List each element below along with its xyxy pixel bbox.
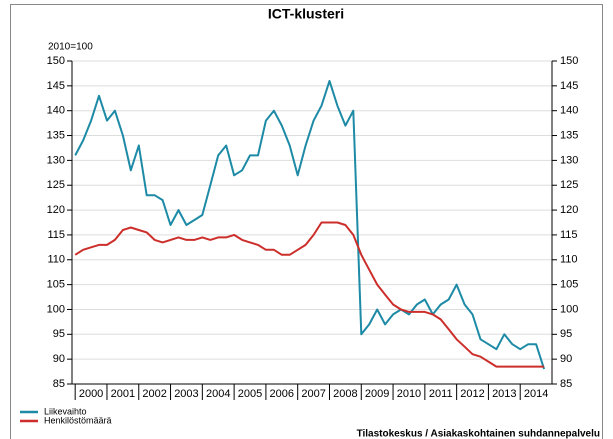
y2-tick-label: 130	[560, 154, 578, 166]
y-tick-label: 115	[47, 229, 65, 241]
y-tick-label: 145	[47, 80, 65, 92]
y-tick-label: 105	[47, 279, 65, 291]
x-tick-label: 2011	[429, 388, 453, 400]
x-tick-label: 2009	[365, 388, 389, 400]
y-tick-label: 120	[47, 204, 65, 216]
y-tick-label: 95	[53, 328, 65, 340]
y2-tick-label: 120	[560, 204, 578, 216]
y-tick-label: 140	[47, 105, 65, 117]
x-tick-label: 2001	[111, 388, 135, 400]
x-tick-label: 2000	[79, 388, 103, 400]
y-tick-label: 130	[47, 154, 65, 166]
y-tick-label: 150	[47, 55, 65, 67]
y2-tick-label: 150	[560, 55, 578, 67]
legend-label: Liikevaihto	[44, 406, 87, 416]
y2-tick-label: 105	[560, 279, 578, 291]
y-tick-label: 85	[53, 378, 65, 390]
y2-tick-label: 90	[560, 353, 572, 365]
y-tick-label: 125	[47, 179, 65, 191]
x-tick-label: 2010	[397, 388, 421, 400]
y-tick-label: 110	[47, 254, 65, 266]
y2-tick-label: 100	[560, 303, 578, 315]
y2-tick-label: 125	[560, 179, 578, 191]
x-tick-label: 2013	[492, 388, 516, 400]
y2-tick-label: 85	[560, 378, 572, 390]
x-tick-label: 2012	[460, 388, 484, 400]
x-tick-label: 2004	[206, 388, 230, 400]
y-tick-label: 135	[47, 129, 65, 141]
chart-title: ICT-klusteri	[268, 6, 344, 22]
subtitle: 2010=100	[48, 42, 93, 53]
x-tick-label: 2007	[301, 388, 325, 400]
legend-label: Henkilöstömäärä	[44, 415, 112, 425]
source: Tilastokeskus / Asiakaskohtainen suhdann…	[357, 429, 600, 439]
x-tick-label: 2008	[333, 388, 357, 400]
y2-tick-label: 95	[560, 328, 572, 340]
y2-tick-label: 110	[560, 254, 578, 266]
series-line	[74, 221, 545, 368]
x-tick-label: 2005	[238, 388, 262, 400]
x-tick-label: 2006	[270, 388, 294, 400]
y-tick-label: 90	[53, 353, 65, 365]
frame	[10, 4, 603, 439]
x-tick-label: 2014	[524, 388, 548, 400]
y-tick-label: 100	[47, 303, 65, 315]
y2-tick-label: 135	[560, 129, 578, 141]
y2-tick-label: 140	[560, 105, 578, 117]
y2-tick-label: 145	[560, 80, 578, 92]
x-tick-label: 2002	[142, 388, 166, 400]
x-tick-label: 2003	[174, 388, 198, 400]
series-line	[74, 79, 546, 370]
y2-tick-label: 115	[560, 229, 578, 241]
